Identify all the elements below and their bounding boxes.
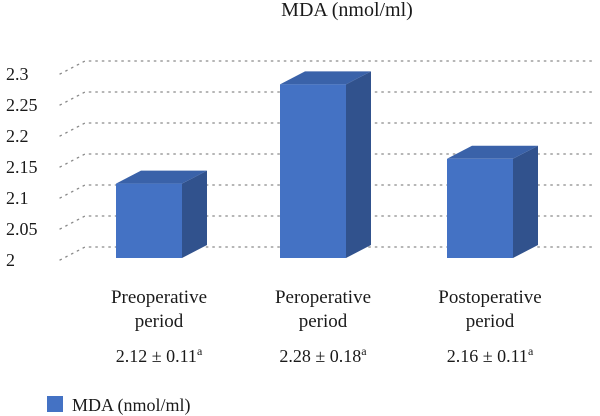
bar-top xyxy=(280,71,371,85)
value-label-superscript: a xyxy=(361,344,367,358)
value-label: 2.16 ± 0.11a xyxy=(447,344,534,366)
bar xyxy=(447,158,513,258)
bar xyxy=(280,84,346,259)
bars xyxy=(116,71,538,259)
y-axis-ticks: 2 2.05 2.1 2.15 2.2 2.25 2.3 xyxy=(6,64,38,270)
bar-side xyxy=(513,145,538,258)
y-tick-label: 2.1 xyxy=(6,188,29,208)
legend-label: MDA (nmol/ml) xyxy=(72,395,191,416)
value-label: 2.28 ± 0.18a xyxy=(279,344,367,366)
value-label-superscript: a xyxy=(528,344,534,358)
bar-side xyxy=(346,71,371,259)
value-label-superscript: a xyxy=(197,344,203,358)
y-tick-label: 2.25 xyxy=(6,95,38,115)
y-tick-label: 2.2 xyxy=(6,126,29,146)
y-tick-label: 2.05 xyxy=(6,219,38,239)
category-label: Postoperative xyxy=(438,287,541,308)
bar-top xyxy=(116,170,207,184)
category-label: period xyxy=(135,311,184,332)
bar-top xyxy=(447,145,538,159)
value-labels: 2.12 ± 0.11a 2.28 ± 0.18a 2.16 ± 0.11a xyxy=(116,344,534,366)
bar xyxy=(116,183,182,258)
chart-title: MDA (nmol/ml) xyxy=(281,0,413,21)
category-label: Preoperative xyxy=(111,287,207,308)
category-labels: Preoperative period Peroperative period Post… xyxy=(111,287,542,332)
category-label: period xyxy=(466,311,515,332)
y-tick-label: 2 xyxy=(6,250,15,270)
legend: MDA (nmol/ml) xyxy=(47,395,191,416)
category-label: period xyxy=(299,311,348,332)
bar-side xyxy=(182,170,207,258)
category-label: Peroperative xyxy=(275,287,371,308)
value-label: 2.12 ± 0.11a xyxy=(116,344,203,366)
y-tick-label: 2.3 xyxy=(6,64,29,84)
y-tick-label: 2.15 xyxy=(6,157,38,177)
legend-swatch xyxy=(47,396,63,412)
